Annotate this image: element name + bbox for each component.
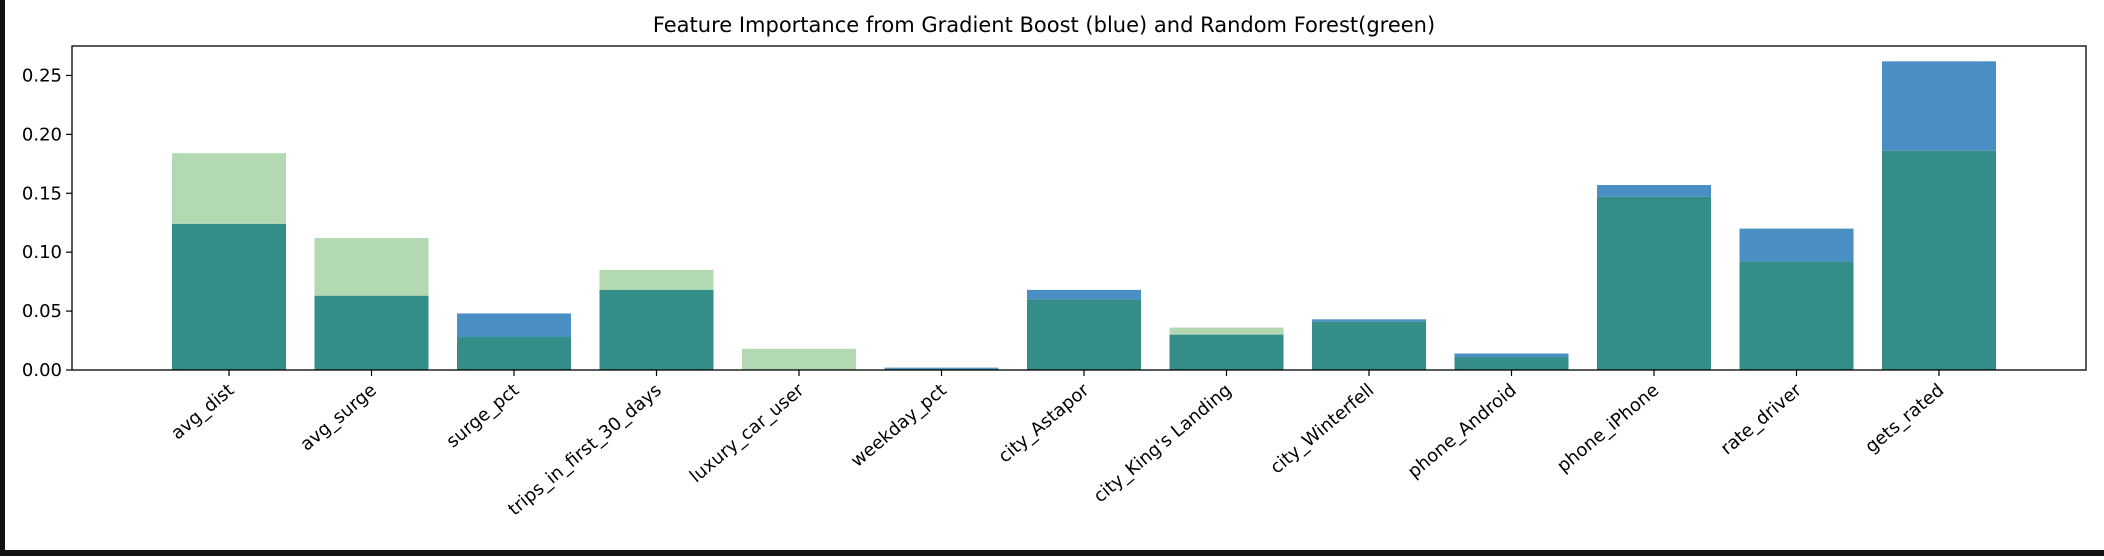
x-tick-label: city_Astapor [995,379,1094,467]
bar-overlap [1027,299,1141,370]
x-tick-label: city_Winterfell [1266,380,1378,479]
bar-gradient-boost-excess [1597,185,1711,197]
bar-overlap [1597,196,1711,370]
x-tick-label: phone_Android [1404,380,1521,483]
x-tick-label: phone_iPhone [1553,380,1663,477]
bar-overlap [1882,150,1996,370]
bar-random-forest-excess [314,238,429,296]
bar-gradient-boost-excess [457,313,571,338]
cell-left-border [0,0,5,556]
bar-random-forest-excess [742,348,856,370]
chart-title: Feature Importance from Gradient Boost (… [653,13,1435,37]
bar-overlap [1454,357,1569,370]
bar-random-forest-excess [1169,327,1284,335]
x-tick-label: weekday_pct [847,380,951,472]
bars-group [172,61,1996,370]
y-tick-label: 0.15 [22,183,62,204]
x-tick-label: city_King's Landing [1090,380,1236,507]
x-tick-label: gets_rated [1861,380,1948,458]
bar-gradient-boost-excess [1027,289,1141,300]
bar-gradient-boost-excess [1312,319,1426,322]
x-tick-label: surge_pct [442,380,523,452]
y-tick-label: 0.05 [22,301,62,322]
plot-area-frame [71,45,2087,371]
y-tick-label: 0.10 [22,242,62,263]
bar-random-forest-excess [172,153,286,224]
bar-overlap [172,223,286,370]
bar-gradient-boost-excess [1882,61,1996,151]
bar-gradient-boost-excess [1454,353,1569,358]
bar-overlap [1169,334,1284,370]
y-tick-label: 0.20 [22,124,62,145]
cell-bottom-border [0,550,2104,556]
y-tick-label: 0.00 [22,360,62,381]
x-tick-label: avg_dist [167,380,238,444]
x-tick-label: luxury_car_user [686,379,809,487]
bar-gradient-boost-excess [884,367,999,369]
bar-overlap [314,295,429,370]
x-tick-label: rate_driver [1717,379,1806,459]
bar-overlap [599,289,714,370]
y-tick-label: 0.25 [22,65,62,86]
x-tick-label: avg_surge [296,380,380,456]
bar-overlap [1312,321,1426,370]
y-axis: 0.00 0.05 0.10 0.15 0.20 0.25 [22,65,72,381]
bar-overlap [457,337,571,370]
bar-overlap [1739,261,1854,370]
bar-random-forest-excess [599,269,714,290]
bar-gradient-boost-excess [1739,228,1854,262]
x-tick-label: trips_in_first_30_days [504,380,666,520]
x-axis: avg_dist avg_surge surge_pcttrips_in_first… [167,370,1948,520]
